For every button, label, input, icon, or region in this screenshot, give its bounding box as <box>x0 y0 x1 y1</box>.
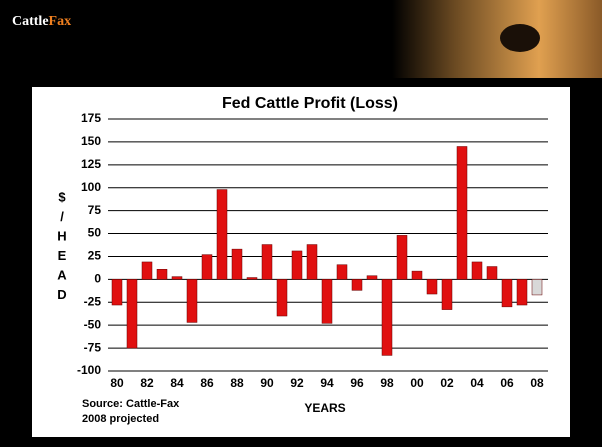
y-tick-label: 75 <box>88 203 102 217</box>
bar <box>486 266 498 280</box>
y-axis-label: $ <box>58 189 66 204</box>
bar <box>171 276 183 280</box>
bar <box>186 279 198 323</box>
y-tick-label: -75 <box>84 340 102 354</box>
bar <box>111 279 123 306</box>
bar <box>201 254 213 280</box>
bar <box>156 269 168 280</box>
bar <box>291 250 303 280</box>
bar <box>276 279 288 317</box>
y-axis-label: / <box>60 209 64 224</box>
bar <box>456 146 468 280</box>
bar <box>306 244 318 280</box>
y-tick-label: 175 <box>81 111 101 125</box>
y-axis-label: H <box>57 228 66 243</box>
bar <box>441 279 453 310</box>
x-axis-label: YEARS <box>304 401 345 415</box>
bar <box>336 264 348 280</box>
bar <box>261 244 273 280</box>
bar <box>396 235 408 280</box>
y-tick-label: -50 <box>84 317 102 331</box>
x-tick-label: 82 <box>140 376 154 390</box>
logo-part: Cattle <box>12 14 49 29</box>
y-tick-label: 150 <box>81 134 101 148</box>
bar <box>141 261 153 280</box>
x-tick-label: 98 <box>380 376 394 390</box>
bar <box>351 279 363 291</box>
x-tick-label: 06 <box>500 376 514 390</box>
bar <box>501 279 513 308</box>
logo: CattleFax <box>12 14 71 29</box>
header-photo <box>392 0 602 78</box>
x-tick-label: 04 <box>470 376 484 390</box>
x-tick-label: 08 <box>530 376 544 390</box>
bar <box>471 261 483 280</box>
x-tick-label: 00 <box>410 376 424 390</box>
x-tick-label: 88 <box>230 376 244 390</box>
source-note: Source: Cattle-Fax <box>82 398 180 410</box>
y-tick-label: -25 <box>84 294 102 308</box>
bar <box>411 270 423 280</box>
chart-title: Fed Cattle Profit (Loss) <box>222 95 398 112</box>
bar <box>216 189 228 280</box>
y-tick-label: 0 <box>94 272 101 286</box>
y-tick-label: 125 <box>81 157 101 171</box>
cow-silhouette <box>500 24 540 52</box>
y-axis-label: A <box>57 267 67 282</box>
logo-part: Fax <box>49 14 72 29</box>
y-axis-label: E <box>58 248 67 263</box>
x-tick-label: 90 <box>260 376 274 390</box>
bar <box>426 279 438 295</box>
source-note: 2008 projected <box>82 413 159 425</box>
x-tick-label: 94 <box>320 376 334 390</box>
x-tick-label: 96 <box>350 376 364 390</box>
y-axis-label: D <box>57 287 66 302</box>
y-tick-label: 50 <box>88 226 102 240</box>
bar <box>126 279 138 349</box>
x-tick-label: 86 <box>200 376 214 390</box>
bar <box>366 275 378 280</box>
bar <box>246 277 258 280</box>
x-tick-label: 84 <box>170 376 184 390</box>
x-tick-label: 80 <box>110 376 124 390</box>
bar <box>321 279 333 324</box>
y-tick-label: 25 <box>88 249 102 263</box>
bar <box>231 248 243 280</box>
x-tick-label: 92 <box>290 376 304 390</box>
bar <box>381 279 393 356</box>
y-tick-label: 100 <box>81 180 101 194</box>
y-tick-label: -100 <box>77 363 101 377</box>
bar <box>531 279 543 296</box>
bar <box>516 279 528 306</box>
x-tick-label: 02 <box>440 376 454 390</box>
